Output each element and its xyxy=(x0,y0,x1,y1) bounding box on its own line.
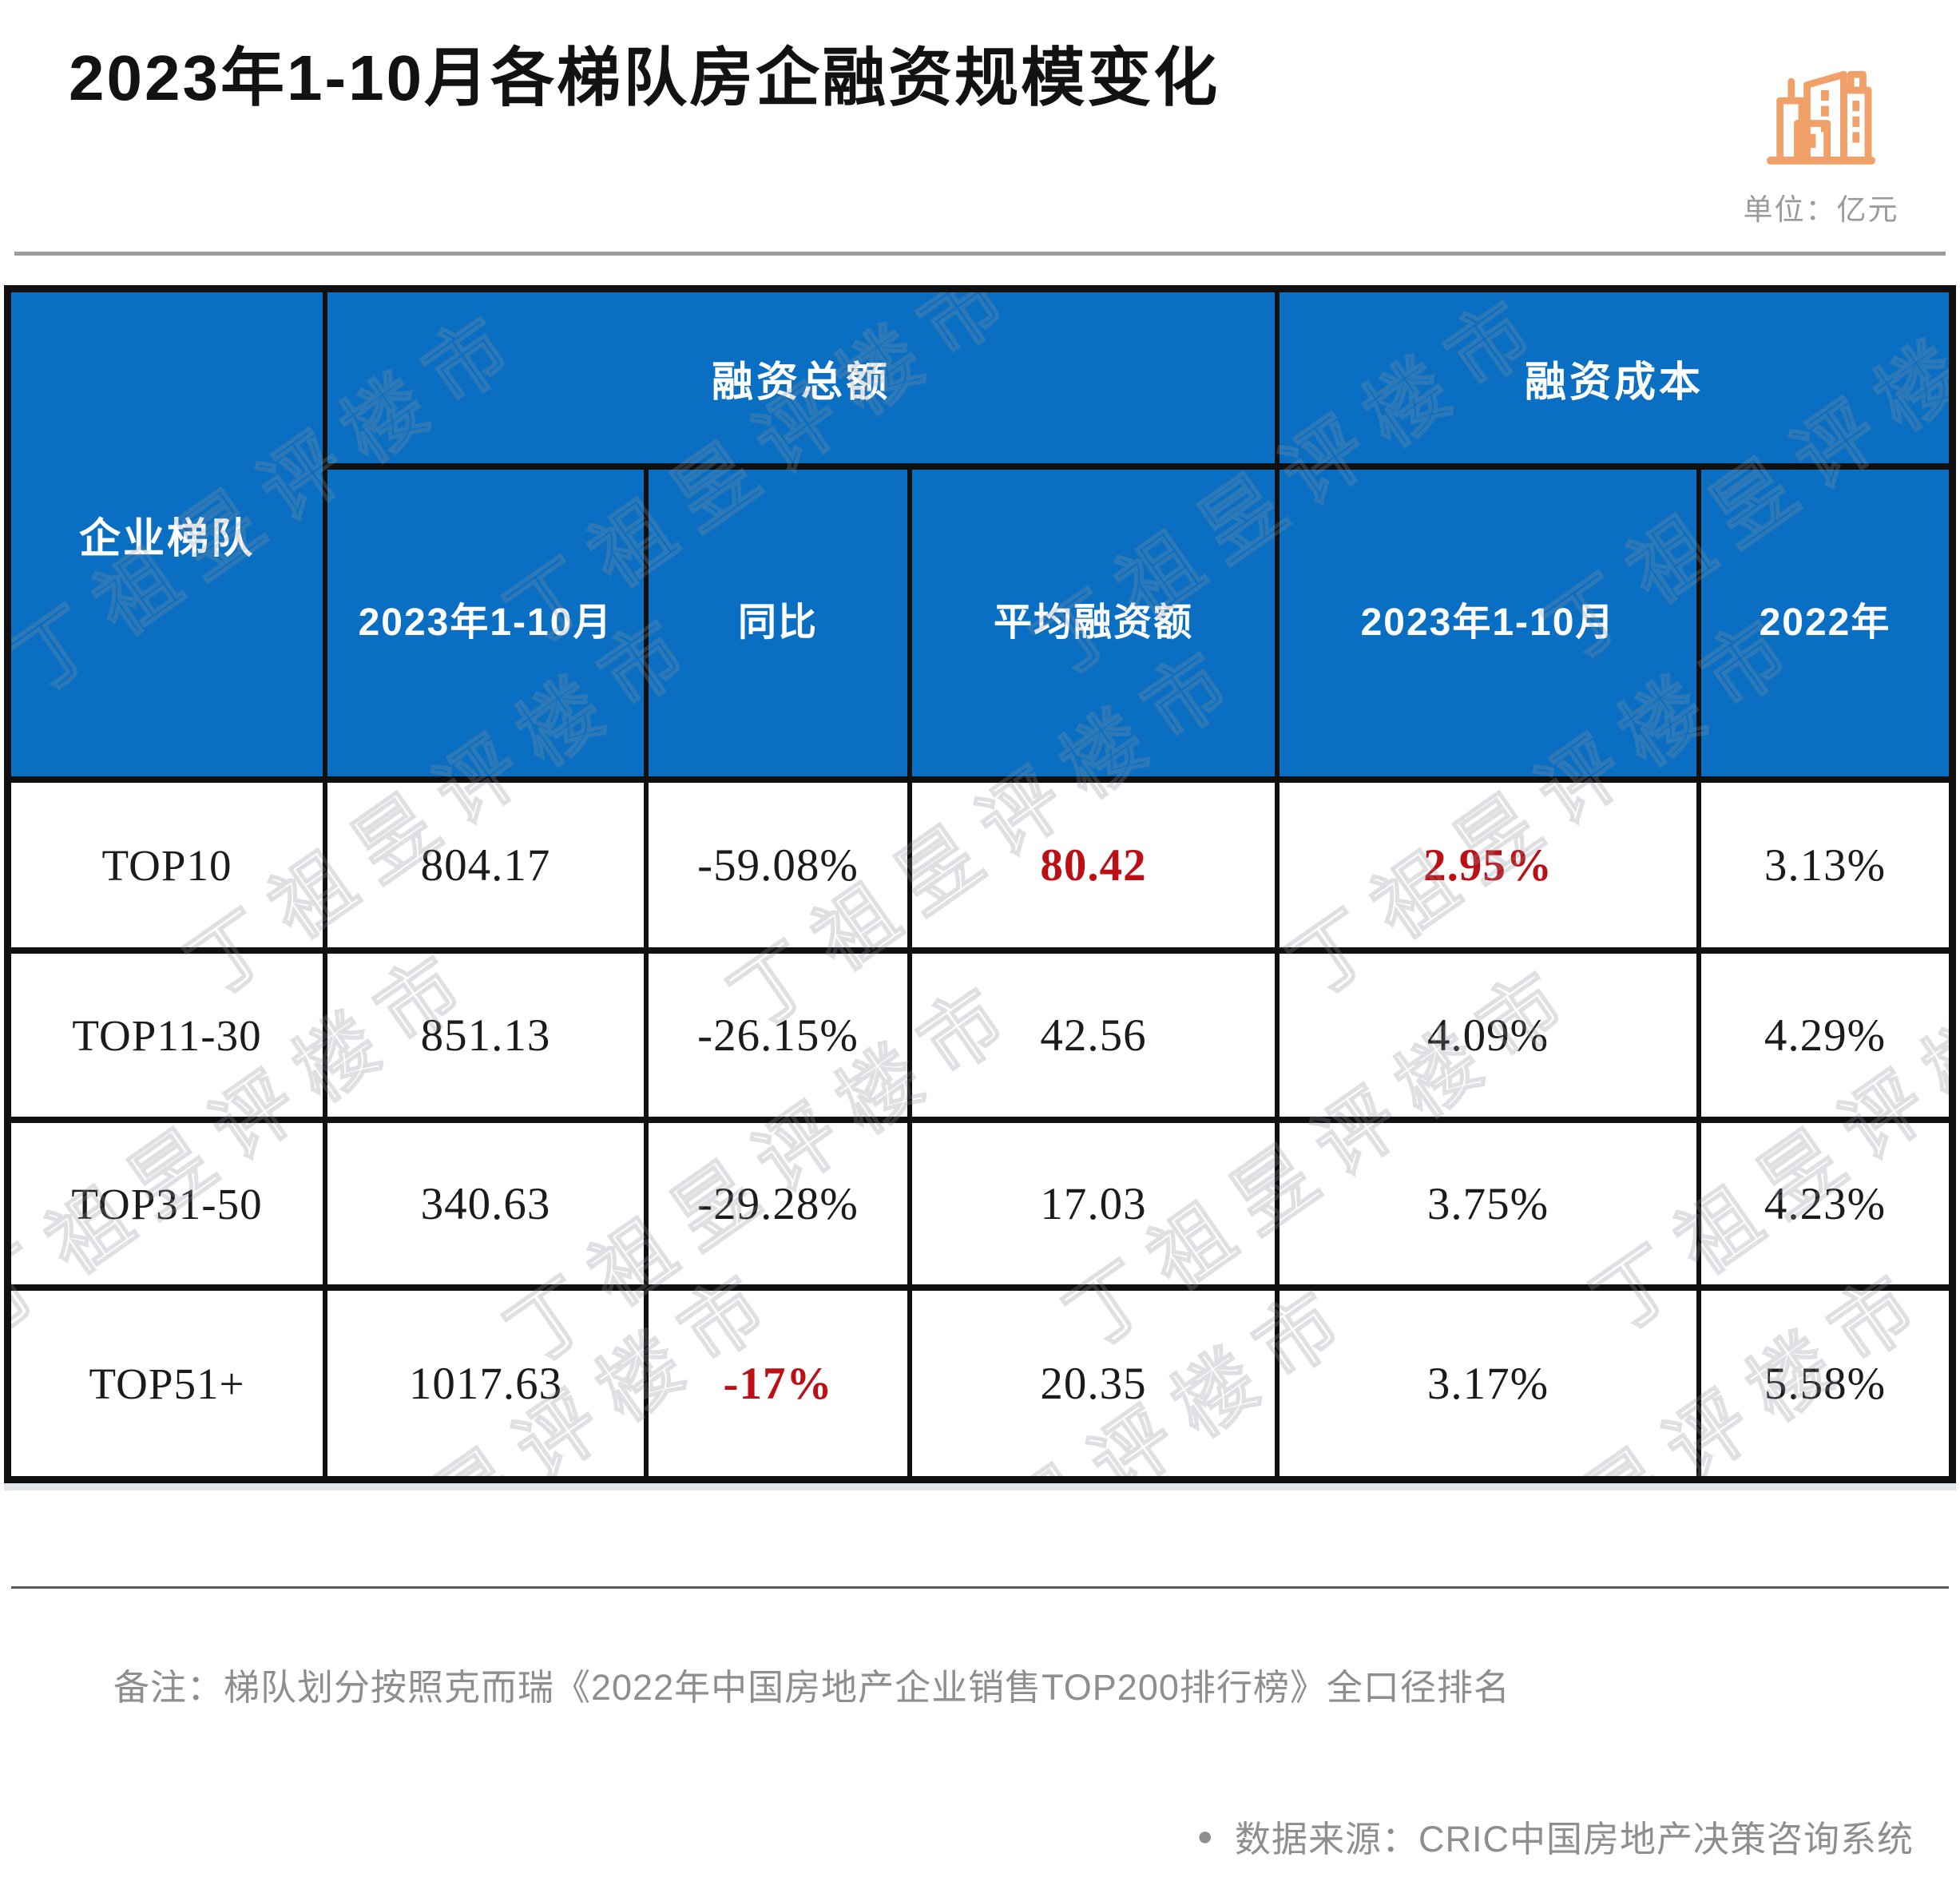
header-yoy: 同比 xyxy=(649,470,912,783)
cell-tier: TOP11-30 xyxy=(11,954,327,1123)
cell-total: 340.63 xyxy=(327,1123,649,1291)
cell-yoy: -29.28% xyxy=(649,1123,912,1291)
financing-table: 企业梯队 融资总额 融资成本 2023年1-10月 同比 平均融资额 2023年… xyxy=(4,285,1956,1483)
page-title: 2023年1-10月各梯队房企融资规模变化 xyxy=(69,42,1220,113)
cell-tier: TOP10 xyxy=(11,783,327,954)
cell-cost-2022: 5.58% xyxy=(1764,1358,1887,1409)
unit-label: 单位：亿元 xyxy=(1743,193,1899,226)
cell-cost-2023: 2.95% xyxy=(1280,783,1701,954)
cell-cost-2023: 3.17% xyxy=(1280,1291,1701,1476)
cell-tier: TOP51+ xyxy=(11,1291,327,1476)
cell-average: 17.03 xyxy=(912,1123,1280,1291)
cell-average: 80.42 xyxy=(912,783,1280,954)
table-grid: 企业梯队 融资总额 融资成本 2023年1-10月 同比 平均融资额 2023年… xyxy=(11,292,1949,1476)
cell-average: 42.56 xyxy=(912,954,1280,1123)
dot-icon: ● xyxy=(1196,1820,1214,1851)
cell-total: 1017.63 xyxy=(327,1291,649,1476)
footnote: 备注：梯队划分按照克而瑞《2022年中国房地产企业销售TOP200排行榜》全口径… xyxy=(113,1667,1510,1708)
cell-cost-2022: 4.23% xyxy=(1701,1123,1949,1291)
buildings-icon xyxy=(1767,70,1875,165)
cell-average: 20.35 xyxy=(912,1291,1280,1476)
header-average-financing: 平均融资额 xyxy=(912,470,1280,783)
header-total-2023: 2023年1-10月 xyxy=(327,470,649,783)
header-group-financing-cost: 融资成本 xyxy=(1280,292,1949,470)
cell-yoy: -26.15% xyxy=(649,954,912,1123)
header-cost-2023: 2023年1-10月 xyxy=(1280,470,1701,783)
cell-yoy: -59.08% xyxy=(649,783,912,954)
header-group-total-financing: 融资总额 xyxy=(327,292,1280,470)
cell-cost-2023: 3.75% xyxy=(1280,1123,1701,1291)
cell-total: 804.17 xyxy=(327,783,649,954)
cell-total: 851.13 xyxy=(327,954,649,1123)
data-source: ● 数据来源：CRIC中国房地产决策咨询系统 xyxy=(1196,1810,1914,1862)
cell-cost-2022: 3.13% xyxy=(1701,783,1949,954)
footer-divider xyxy=(11,1586,1949,1589)
cell-cost-2022: 4.29% xyxy=(1701,954,1949,1123)
cell-cost-2023: 4.09% xyxy=(1280,954,1701,1123)
data-source-label: 数据来源：CRIC中国房地产决策咨询系统 xyxy=(1235,1819,1914,1859)
header-cost-2022: 2022年 xyxy=(1701,470,1949,783)
cell-tier: TOP31-50 xyxy=(11,1123,327,1291)
title-divider xyxy=(14,252,1946,256)
header-tier: 企业梯队 xyxy=(11,292,327,783)
brand-logo xyxy=(1757,51,1885,168)
cell-yoy: -17% xyxy=(649,1291,912,1476)
